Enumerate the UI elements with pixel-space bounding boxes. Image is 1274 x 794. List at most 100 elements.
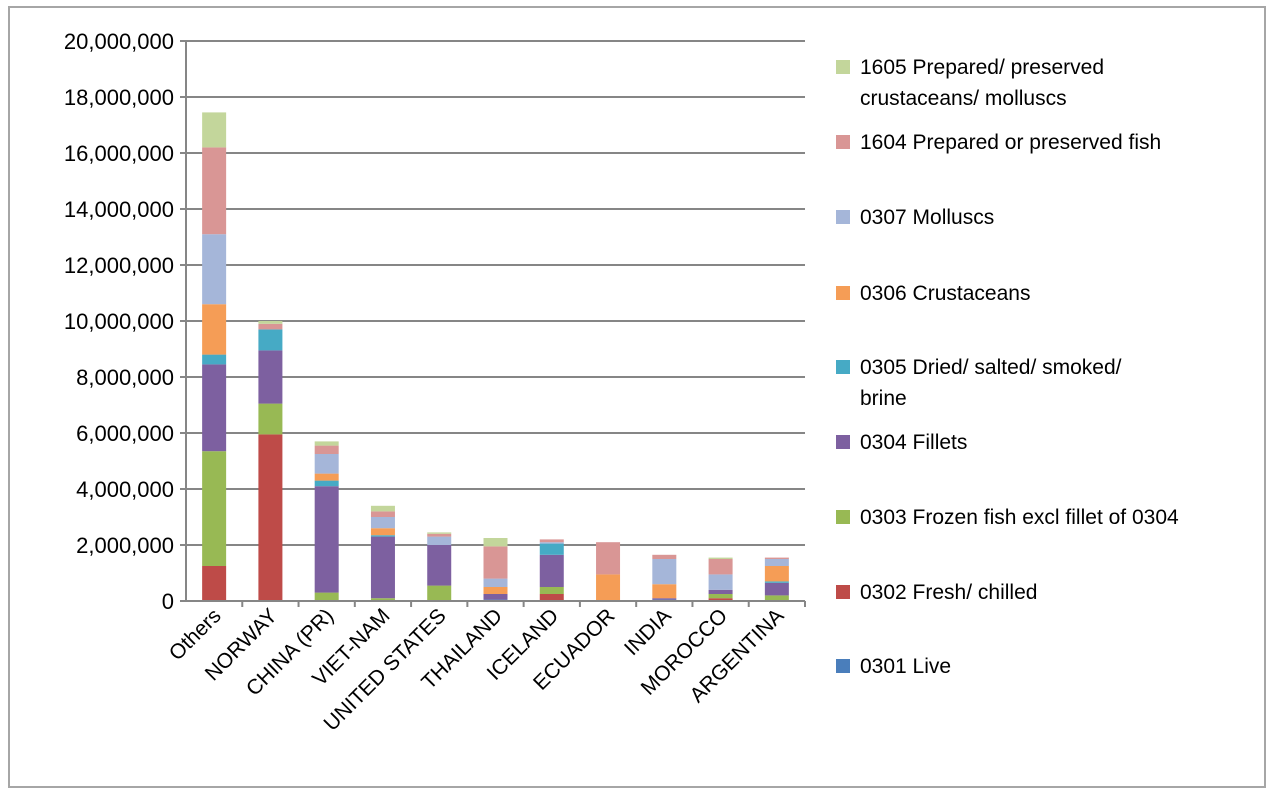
y-tick-label: 18,000,000	[64, 85, 174, 110]
legend-swatch	[836, 286, 850, 300]
legend-label: 0304 Fillets	[860, 431, 967, 454]
legend-swatch	[836, 135, 850, 149]
bar-segment	[483, 587, 508, 594]
legend-item: 1604 Prepared or preserved fish	[836, 131, 1161, 154]
legend-item: 0305 Dried/ salted/ smoked/brine	[836, 356, 1122, 410]
legend-label: 0306 Crustaceans	[860, 282, 1030, 305]
bar-segment	[596, 574, 621, 601]
bar-segment	[314, 454, 339, 474]
bar-segment	[764, 557, 789, 559]
legend-item: 0301 Live	[836, 655, 951, 678]
bar-segment	[314, 486, 339, 593]
y-tick-label: 20,000,000	[64, 29, 174, 54]
bar-segment	[314, 480, 339, 487]
legend-swatch	[836, 210, 850, 224]
bar-segment	[764, 559, 789, 566]
legend-item: 1605 Prepared/ preserved crustaceans/ mol…	[836, 56, 1104, 110]
bar-stacks	[202, 112, 789, 601]
legend-swatch	[836, 435, 850, 449]
bar-segment	[258, 323, 283, 330]
bar-segment	[202, 112, 227, 148]
bar-segment	[764, 595, 789, 601]
y-tick-label: 6,000,000	[76, 421, 174, 446]
bar-segment	[258, 403, 283, 435]
bar-segment	[764, 581, 789, 583]
legend: 1605 Prepared/ preserved crustaceans/ mol…	[836, 56, 1179, 678]
legend-label: 1605 Prepared/ preserved crustaceans/ mol…	[860, 56, 1104, 110]
bar-segment	[764, 582, 789, 596]
y-tick-label: 8,000,000	[76, 365, 174, 390]
bar-segment	[539, 554, 564, 587]
legend-swatch	[836, 60, 850, 74]
bar-segment	[370, 536, 395, 599]
bar-segment	[708, 557, 733, 559]
bar-segment	[202, 364, 227, 452]
bar-segment	[202, 354, 227, 365]
bar-segment	[370, 535, 395, 537]
bar-segment	[314, 473, 339, 481]
bar-segment	[427, 585, 452, 601]
bar-segment	[202, 566, 227, 601]
bar-segment	[202, 234, 227, 305]
legend-swatch	[836, 659, 850, 673]
bar-segment	[483, 594, 508, 600]
bar-segment	[370, 505, 395, 512]
legend-swatch	[836, 585, 850, 599]
bar-segment	[483, 546, 508, 579]
bar-segment	[708, 589, 733, 594]
bar-segment	[202, 451, 227, 566]
bar-segment	[258, 321, 283, 324]
legend-label: 0303 Frozen fish excl fillet of 0304	[860, 506, 1179, 529]
stacked-bar-chart: 0 2,000,000 4,000,000 6,000,000 8,000,000 10,…	[64, 29, 1179, 735]
bar-segment	[258, 434, 283, 601]
bar-segment	[314, 441, 339, 446]
bar-segment	[427, 533, 452, 537]
bar-segment	[370, 598, 395, 601]
y-axis-tick-labels: 0 2,000,000 4,000,000 6,000,000 8,000,000 10,…	[64, 29, 174, 614]
bar-segment	[652, 554, 677, 559]
legend-swatch	[836, 510, 850, 524]
bar-segment	[652, 584, 677, 599]
legend-label: 1604 Prepared or preserved fish	[860, 131, 1161, 154]
legend-swatch	[836, 360, 850, 374]
bar-segment	[258, 329, 283, 351]
y-tick-label: 16,000,000	[64, 141, 174, 166]
y-tick-label: 2,000,000	[76, 533, 174, 558]
axes	[180, 40, 806, 607]
bar-segment	[596, 542, 621, 575]
bar-segment	[539, 542, 564, 544]
legend-label: 0307 Molluscs	[860, 206, 994, 229]
y-tick-label: 14,000,000	[64, 197, 174, 222]
y-tick-label: 4,000,000	[76, 477, 174, 502]
bar-segment	[708, 559, 733, 575]
bar-segment	[483, 578, 508, 587]
bar-segment	[539, 587, 564, 594]
bar-segment	[427, 532, 452, 534]
bar-segment	[202, 147, 227, 235]
bar-segment	[370, 511, 395, 517]
legend-label: 0305 Dried/ salted/ smoked/brine	[860, 356, 1122, 410]
legend-item: 0306 Crustaceans	[836, 282, 1030, 305]
bar-segment	[764, 566, 789, 582]
bar-segment	[314, 592, 339, 601]
bar-segment	[370, 528, 395, 536]
y-tick-label: 12,000,000	[64, 253, 174, 278]
bar-segment	[202, 304, 227, 355]
bar-segment	[539, 539, 564, 543]
bar-segment	[314, 445, 339, 454]
legend-item: 0302 Fresh/ chilled	[836, 581, 1037, 604]
bar-segment	[652, 559, 677, 585]
legend-item: 0307 Molluscs	[836, 206, 994, 229]
bar-segment	[483, 538, 508, 547]
bar-segment	[427, 536, 452, 545]
bar-segment	[258, 350, 283, 404]
bar-segment	[708, 594, 733, 599]
chart-frame: 0 2,000,000 4,000,000 6,000,000 8,000,000 10,…	[8, 6, 1266, 788]
y-tick-label: 10,000,000	[64, 309, 174, 334]
bar-segment	[708, 598, 733, 601]
legend-item: 0303 Frozen fish excl fillet of 0304	[836, 506, 1179, 529]
y-tick-label: 0	[162, 589, 174, 614]
bar-segment	[427, 545, 452, 586]
bar-segment	[370, 517, 395, 529]
